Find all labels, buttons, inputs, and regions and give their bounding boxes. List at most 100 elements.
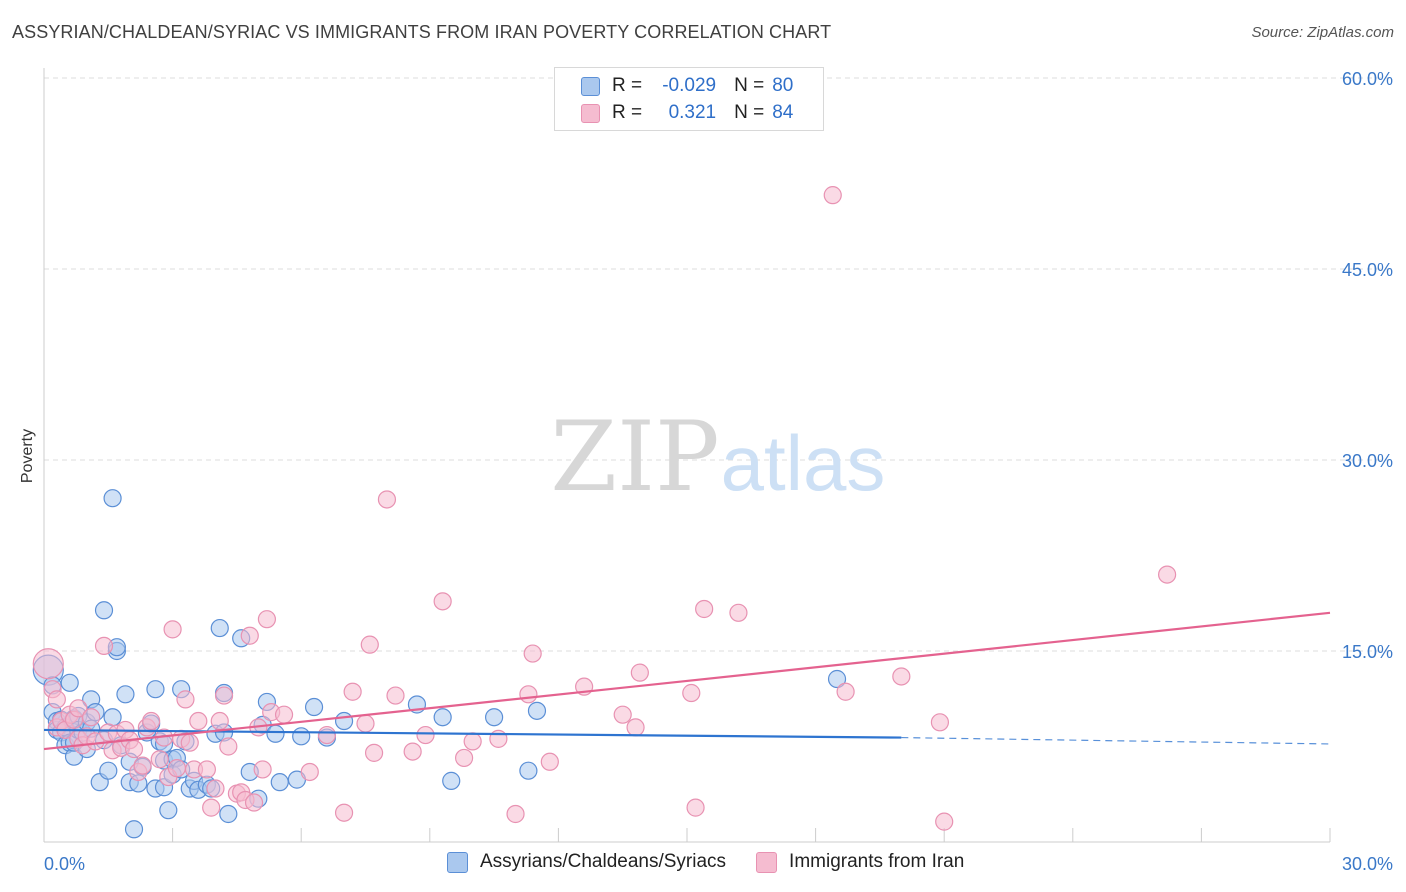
legend-swatch-blue — [447, 851, 468, 873]
assyrian-point-71 — [304, 697, 324, 717]
source-credit: Source: ZipAtlas.com — [1251, 24, 1394, 41]
iran-point-9 — [69, 699, 88, 718]
assyrian-trend-line — [43, 728, 902, 739]
iran-point-55 — [343, 682, 362, 701]
assyrian-point-78 — [519, 761, 538, 780]
iran-point-2 — [47, 690, 66, 709]
iran-point-77 — [695, 599, 714, 619]
iran-point-23 — [133, 756, 152, 775]
legend-item-assyrians[interactable]: Assyrians/Chaldeans/Syriacs — [447, 851, 726, 873]
iran-point-58 — [364, 743, 384, 762]
chart-title: ASSYRIAN/CHALDEAN/SYRIAC VS IMMIGRANTS F… — [12, 22, 832, 42]
assyrian-point-34 — [124, 820, 144, 839]
watermark-atlas: atlas — [721, 419, 886, 507]
y-tick-label: 45.0% — [1342, 260, 1393, 280]
legend-r-label: R = — [612, 75, 643, 96]
assyrian-point-79 — [527, 701, 547, 720]
legend-n-value-blue: 80 — [772, 75, 794, 96]
iran-point-53 — [317, 725, 337, 745]
assyrian-point-25 — [99, 761, 118, 780]
assyrian-point-68 — [270, 773, 289, 792]
x-tick-label-min: 0.0% — [44, 854, 85, 874]
series-legend: Assyrians/Chaldeans/Syriacs Immigrants f… — [447, 851, 994, 873]
iran-point-26 — [150, 750, 169, 769]
iran-point-51 — [274, 705, 294, 724]
y-tick-label: 30.0% — [1342, 451, 1393, 471]
assyrian-point-77 — [485, 708, 504, 727]
gridlines — [44, 77, 1392, 652]
assyrian-point-58 — [210, 618, 229, 638]
iran-point-54 — [334, 803, 354, 822]
iran-point-81 — [892, 667, 911, 686]
iran-point-56 — [356, 714, 375, 733]
assyrian-point-80 — [827, 669, 847, 689]
legend-n-label: N = — [734, 102, 765, 123]
iran-point-52 — [300, 762, 319, 782]
iran-point-83 — [935, 812, 954, 831]
iran-point-39 — [210, 711, 229, 731]
x-tick-label-max: 30.0% — [1342, 854, 1393, 874]
iran-point-41 — [219, 737, 238, 756]
iran-point-80 — [836, 682, 855, 701]
iran-point-12 — [82, 708, 101, 727]
legend-r-label: R = — [612, 102, 643, 123]
iran-point-63 — [433, 592, 452, 611]
iran-point-78 — [729, 603, 748, 622]
assyrian-point-39 — [146, 680, 165, 699]
legend-r-value-pink: 0.321 — [668, 102, 717, 123]
iran-point-60 — [386, 686, 405, 705]
assyrian-point-10 — [60, 673, 79, 692]
assyrian-point-70 — [292, 727, 311, 746]
watermark-zip: ZIP — [550, 401, 719, 513]
iran-point-72 — [613, 705, 632, 724]
legend-swatch-blue — [581, 76, 600, 96]
assyrian-trend-extension — [901, 736, 1331, 745]
iran-point-76 — [686, 798, 705, 817]
assyrian-point-31 — [116, 685, 135, 704]
legend-swatch-pink — [581, 103, 600, 123]
assyrian-point-26 — [103, 708, 122, 727]
iran-point-62 — [416, 725, 435, 745]
iran-point-74 — [630, 663, 649, 682]
iran-point-0 — [32, 648, 64, 680]
iran-point-82 — [930, 713, 950, 732]
iran-point-79 — [823, 186, 842, 205]
iran-point-32 — [176, 690, 195, 709]
assyrian-point-73 — [334, 711, 354, 731]
iran-point-65 — [463, 732, 482, 751]
watermark: ZIP atlas — [550, 401, 885, 513]
iran-point-61 — [403, 742, 422, 761]
iran-point-68 — [519, 685, 538, 704]
iran-point-38 — [206, 779, 225, 798]
iran-point-29 — [163, 620, 182, 639]
iran-point-14 — [94, 636, 114, 656]
legend-r-value-blue: -0.029 — [662, 75, 717, 96]
data-points — [32, 186, 1177, 839]
iran-point-30 — [167, 759, 186, 778]
trend-lines — [43, 611, 1331, 751]
iran-point-69 — [523, 644, 542, 663]
tick-labels: 15.0% 30.0% 45.0% 60.0% 0.0% 30.0% — [44, 69, 1393, 874]
iran-point-40 — [214, 686, 234, 705]
legend-label-iran: Immigrants from Iran — [789, 851, 965, 872]
iran-trend-line — [43, 611, 1331, 751]
assyrian-point-61 — [219, 804, 238, 824]
legend-row-blue: R = -0.029 N = 80 — [581, 73, 793, 99]
iran-point-45 — [240, 626, 259, 645]
assyrian-point-23 — [94, 601, 114, 620]
iran-point-49 — [257, 610, 277, 629]
assyrian-point-76 — [442, 771, 461, 790]
legend-row-pink: R = 0.321 N = 84 — [581, 100, 793, 126]
assyrian-point-27 — [103, 489, 122, 508]
legend-swatch-pink — [756, 851, 778, 873]
iran-point-57 — [360, 635, 379, 654]
assyrian-point-67 — [266, 724, 285, 743]
legend-item-iran[interactable]: Immigrants from Iran — [756, 851, 964, 873]
iran-point-84 — [1158, 565, 1177, 584]
iran-point-48 — [253, 760, 272, 779]
legend-label-assyrians: Assyrians/Chaldeans/Syriacs — [480, 851, 727, 872]
stats-legend: R = -0.029 N = 80 R = 0.321 N = 84 — [554, 67, 824, 131]
iran-point-13 — [86, 732, 105, 751]
iran-point-75 — [682, 683, 701, 703]
